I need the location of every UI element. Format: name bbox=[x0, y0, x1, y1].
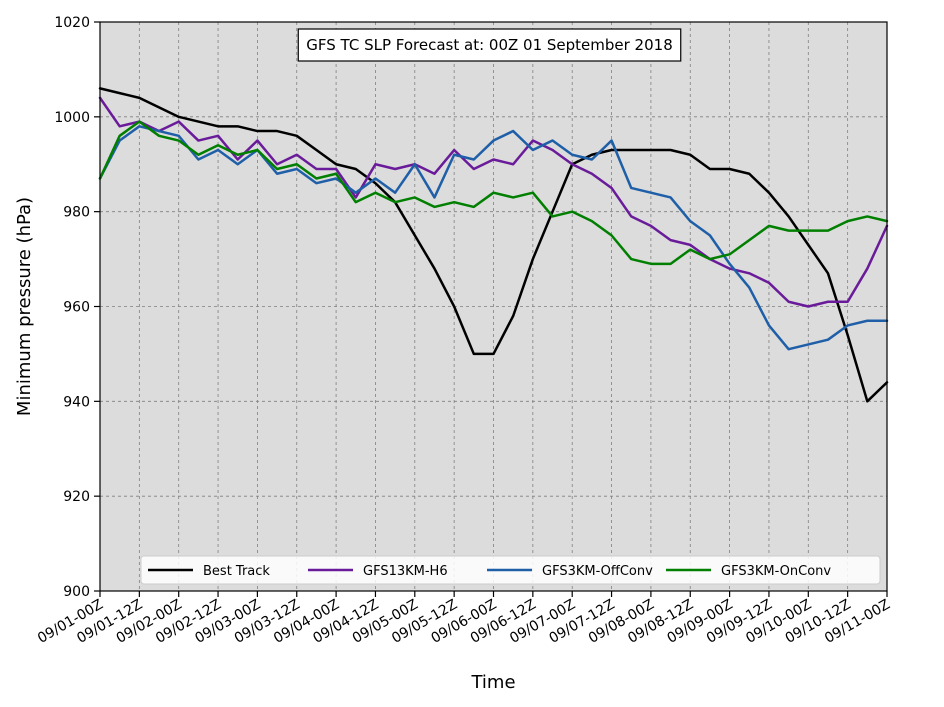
chart-title-box: GFS TC SLP Forecast at: 00Z 01 September… bbox=[297, 28, 682, 62]
legend: Best Track GFS13KM-H6 GFS3KM-OffConv GFS3KM… bbox=[140, 555, 881, 585]
y-tick-label: 980 bbox=[63, 205, 90, 221]
x-axis: 09/01-00Z09/01-12Z09/02-00Z09/02-12Z09/0… bbox=[35, 591, 893, 647]
legend-label: GFS3KM-OnConv bbox=[721, 564, 831, 579]
y-tick-label: 920 bbox=[63, 489, 90, 505]
y-tick-label: 1000 bbox=[54, 110, 90, 126]
legend-label: GFS13KM-H6 bbox=[363, 564, 448, 579]
chart-title: GFS TC SLP Forecast at: 00Z 01 September… bbox=[306, 36, 672, 54]
series-line-gfs3km-offconv bbox=[98, 125, 889, 351]
x-axis-label: Time bbox=[470, 672, 515, 693]
legend-label: GFS3KM-OffConv bbox=[542, 564, 653, 579]
y-axis: 900 920 940 960 980 1000 1020 bbox=[54, 15, 100, 600]
legend-label: Best Track bbox=[203, 564, 270, 579]
y-tick-label: 960 bbox=[63, 300, 90, 316]
y-tick-label: 940 bbox=[63, 394, 90, 410]
y-axis-label: Minimum pressure (hPa) bbox=[14, 197, 35, 416]
series-line-best-track bbox=[98, 87, 889, 403]
series-line-gfs3km-onconv bbox=[98, 120, 889, 266]
y-tick-label: 900 bbox=[63, 584, 90, 600]
y-tick-label: 1020 bbox=[54, 15, 90, 31]
series-lines bbox=[98, 87, 889, 403]
